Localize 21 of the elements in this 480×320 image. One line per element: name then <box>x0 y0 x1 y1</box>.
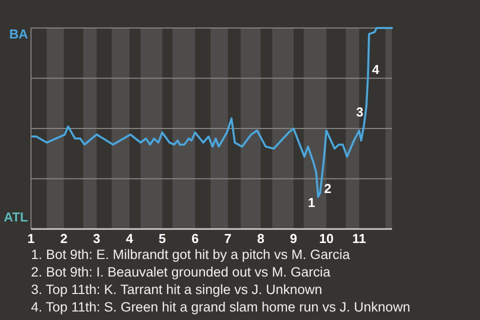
text: ATL <box>4 209 28 224</box>
text: 3. Top 11th: K. Tarrant hit a single vs J. Unknown <box>31 282 322 297</box>
text: 1. Bot 9th: E. Milbrandt got hit by a pitch vs M. Garcia <box>31 247 350 262</box>
text: 4. Top 11th: S. Green hit a grand slam home run vs J. Unknown <box>31 300 410 314</box>
x-tick-label: 3 <box>93 231 100 246</box>
x-tick-label: 10 <box>319 231 334 246</box>
x-tick-label: 11 <box>352 231 366 246</box>
x-tick-label: 5 <box>158 231 166 246</box>
x-tick-label: 4 <box>126 231 134 246</box>
x-tick-label: 7 <box>224 231 232 246</box>
annotation: 4 <box>372 62 380 78</box>
x-tick-label: 6 <box>191 231 199 246</box>
text: BA <box>9 26 29 42</box>
annotation: 1 <box>308 194 316 210</box>
annotation: 2 <box>324 180 332 196</box>
x-tick-label: 8 <box>257 231 264 246</box>
x-tick-label: 9 <box>290 231 298 246</box>
annotation: 3 <box>356 104 364 120</box>
text: 2. Bot 9th: I. Beauvalet grounded out vs M. Garcia <box>31 264 331 280</box>
x-tick-label: 1 <box>27 231 35 246</box>
x-tick-label: 2 <box>60 231 68 246</box>
